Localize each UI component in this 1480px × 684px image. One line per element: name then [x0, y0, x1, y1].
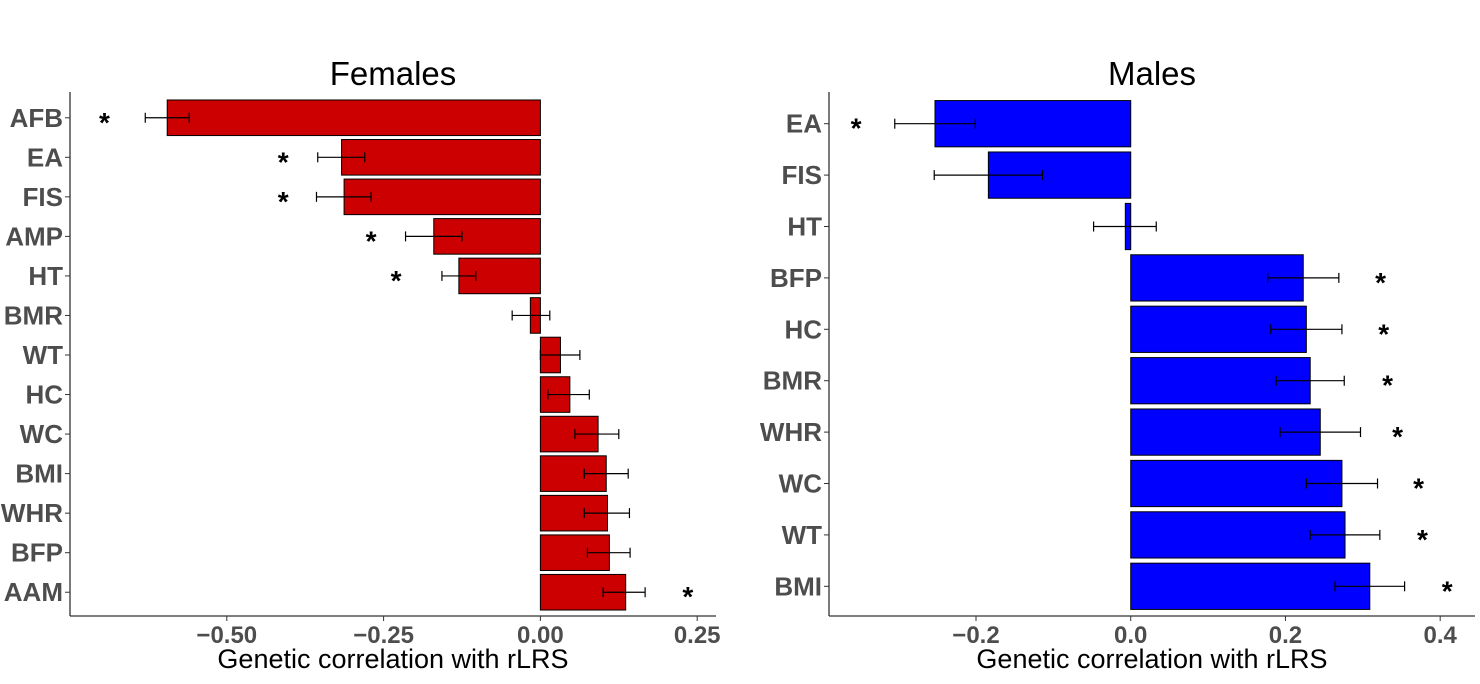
- x-tick-label: 0.4: [1423, 622, 1457, 649]
- y-tick-label-ht: HT: [28, 261, 63, 291]
- y-tick-label-bfp: BFP: [770, 263, 822, 293]
- x-tick-label: 0.00: [517, 622, 564, 649]
- x-tick-label: −0.25: [353, 622, 414, 649]
- error-bar-bmr: [511, 310, 551, 321]
- x-axis-label: Genetic correlation with rLRS: [976, 644, 1327, 674]
- y-tick-label-wc: WC: [779, 469, 823, 499]
- y-tick-label-bmi: BMI: [15, 459, 63, 489]
- y-tick-label-ea: EA: [786, 109, 822, 139]
- y-tick-label-fis: FIS: [23, 182, 63, 212]
- significance-star-fis: *: [278, 186, 289, 217]
- y-tick-label-bmi: BMI: [774, 571, 822, 601]
- bar-bmi: [1130, 562, 1371, 610]
- y-tick-label-aam: AAM: [4, 577, 63, 607]
- significance-star-whr: *: [1392, 421, 1403, 452]
- error-bar-whr: [1279, 427, 1362, 438]
- y-tick-label-hc: HC: [25, 380, 63, 410]
- y-tick-label-whr: WHR: [1, 498, 63, 528]
- significance-star-wt: *: [1417, 524, 1428, 555]
- y-tick-label-afb: AFB: [10, 103, 63, 133]
- error-bar-wt: [539, 350, 581, 360]
- bar-afb: [166, 99, 541, 137]
- error-bar-bmi: [1334, 581, 1406, 592]
- bar-wt: [1130, 511, 1346, 559]
- y-tick-label-hc: HC: [784, 314, 822, 344]
- error-bar-ht: [1092, 221, 1157, 232]
- females-panel: Females AFB * EA * FIS * AMP * HT * BMR WT HC WC BMI WHR…: [1, 55, 721, 674]
- bar-ea: [341, 139, 541, 176]
- error-bar-bmi: [583, 468, 629, 479]
- y-tick-label-wt: WT: [23, 340, 64, 370]
- y-tick-label-bfp: BFP: [11, 538, 63, 568]
- significance-star-hc: *: [1378, 318, 1389, 349]
- x-tick-label: −0.50: [196, 622, 257, 649]
- y-tick-label-ht: HT: [787, 212, 822, 242]
- error-bar-whr: [583, 508, 631, 519]
- error-bar-wc: [574, 429, 620, 440]
- significance-star-ea: *: [851, 113, 862, 144]
- significance-star-bmi: *: [1442, 575, 1453, 606]
- y-tick-label-wt: WT: [782, 520, 823, 550]
- error-bar-aam: [602, 587, 646, 598]
- bar-bfp: [1130, 254, 1304, 302]
- error-bar-afb: [144, 112, 190, 123]
- males-panel: Males EA * FIS HT BFP * HC * BMR * WHR * WC * WT * BMI * −0…: [760, 55, 1475, 674]
- significance-star-bfp: *: [1375, 267, 1386, 298]
- error-bar-hc: [1270, 324, 1343, 335]
- x-tick-label: 0.25: [674, 622, 721, 649]
- error-bar-ea: [894, 118, 976, 129]
- x-tick-label: 0.2: [1269, 622, 1302, 649]
- y-tick-label-amp: AMP: [5, 221, 63, 251]
- error-bar-wc: [1305, 478, 1379, 489]
- y-tick-label-whr: WHR: [760, 417, 822, 447]
- x-tick-label: −0.2: [952, 622, 999, 649]
- y-tick-label-bmr: BMR: [763, 366, 822, 396]
- chart-title: Females: [330, 55, 457, 92]
- error-bar-bfp: [1267, 272, 1340, 283]
- significance-star-amp: *: [366, 225, 377, 256]
- error-bar-bfp: [586, 547, 631, 558]
- error-bar-fis: [933, 170, 1044, 181]
- error-bar-amp: [404, 231, 463, 242]
- y-tick-label-wc: WC: [20, 419, 64, 449]
- x-axis-label: Genetic correlation with rLRS: [217, 644, 568, 674]
- error-bar-ht: [441, 270, 477, 281]
- chart-title: Males: [1108, 55, 1196, 92]
- error-bar-fis: [315, 191, 372, 202]
- x-tick-label: 0.0: [1114, 622, 1147, 649]
- y-tick-label-fis: FIS: [782, 160, 822, 190]
- significance-star-ht: *: [391, 265, 402, 296]
- significance-star-afb: *: [99, 107, 110, 138]
- y-tick-label-bmr: BMR: [4, 300, 63, 330]
- significance-star-aam: *: [682, 581, 693, 612]
- error-bar-ea: [317, 152, 366, 163]
- error-bar-wt: [1309, 529, 1381, 540]
- y-tick-label-ea: EA: [27, 142, 63, 172]
- significance-star-bmr: *: [1382, 370, 1393, 401]
- error-bar-hc: [547, 389, 590, 400]
- significance-star-ea: *: [278, 146, 289, 177]
- error-bar-bmr: [1275, 375, 1345, 386]
- significance-star-wc: *: [1413, 473, 1424, 504]
- bar-fis: [343, 178, 541, 216]
